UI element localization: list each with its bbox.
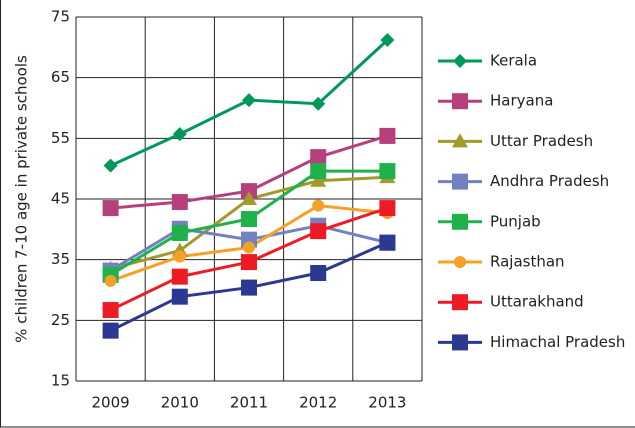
data-point [311, 96, 326, 111]
x-tick-label: 2013 [368, 394, 406, 412]
legend-marker [453, 54, 467, 68]
data-point [171, 268, 188, 285]
legend-label: Himachal Pradesh [490, 333, 625, 351]
legend-label: Punjab [490, 212, 541, 230]
data-point [379, 127, 396, 144]
y-tick-label: 25 [51, 311, 70, 329]
data-point [102, 322, 119, 339]
data-point [173, 250, 186, 263]
x-tick-label: 2010 [161, 394, 199, 412]
data-point [171, 288, 188, 305]
y-tick-label: 75 [51, 8, 70, 26]
data-point [102, 200, 119, 217]
data-point [310, 149, 327, 166]
y-axis-label: % children 7-10 age in private schools [13, 55, 31, 343]
legend-label: Haryana [490, 92, 553, 110]
legend-marker [452, 334, 468, 351]
legend-marker [454, 256, 466, 268]
data-point [171, 194, 188, 211]
data-point [241, 191, 257, 205]
data-point [379, 163, 396, 180]
data-point [310, 223, 327, 240]
data-point [310, 265, 327, 282]
legend-label: Kerala [490, 52, 537, 70]
data-point [241, 254, 257, 271]
y-tick-label: 55 [51, 129, 70, 147]
data-point [104, 274, 117, 287]
x-tick-label: 2009 [92, 394, 130, 412]
data-point [310, 172, 327, 187]
data-point [171, 224, 188, 241]
x-tick-label: 2011 [230, 394, 268, 412]
data-point [241, 279, 257, 296]
data-point [102, 302, 119, 319]
data-point [243, 241, 255, 254]
y-tick-label: 35 [51, 250, 70, 268]
data-point [242, 93, 256, 108]
legend-marker [452, 213, 468, 230]
data-point [379, 200, 396, 217]
legend-marker [452, 173, 468, 190]
data-point [241, 211, 257, 228]
y-tick-label: 15 [51, 372, 70, 390]
y-tick-label: 65 [51, 68, 70, 86]
data-point [312, 199, 325, 212]
legend-label: Uttarakhand [490, 293, 584, 311]
data-point [103, 158, 118, 173]
x-tick-label: 2012 [299, 394, 337, 412]
data-point [310, 163, 327, 180]
legend-label: Andhra Pradesh [490, 172, 609, 190]
data-point [380, 33, 395, 48]
data-point [379, 234, 396, 251]
legend-marker [452, 294, 468, 311]
legend-label: Uttar Pradesh [490, 132, 593, 150]
data-point [172, 127, 187, 142]
legend-marker [452, 93, 468, 110]
legend-marker [452, 133, 468, 148]
y-tick-label: 45 [51, 190, 70, 208]
legend-label: Rajasthan [490, 253, 565, 271]
